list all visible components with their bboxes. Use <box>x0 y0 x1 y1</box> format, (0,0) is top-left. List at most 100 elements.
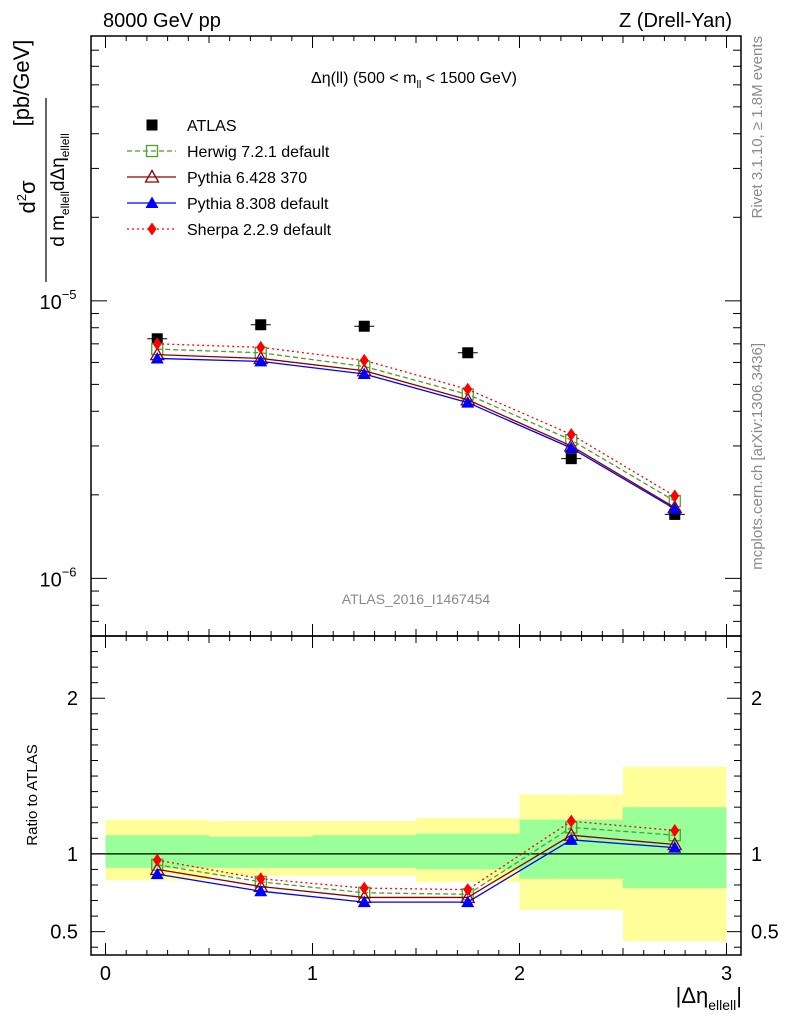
data-point <box>670 824 680 838</box>
ratio-ylabel: Ratio to ATLAS <box>24 744 41 845</box>
data-point <box>150 351 164 364</box>
series-main-1 <box>151 342 681 508</box>
legend-label: Herwig 7.2.1 default <box>187 144 330 161</box>
data-point <box>566 427 576 441</box>
legend-label: Pythia 8.308 default <box>187 196 329 213</box>
ylabel-den2: dΔη <box>48 157 69 191</box>
series-line <box>157 820 675 891</box>
series-ratio-3 <box>152 814 680 897</box>
data-point <box>461 396 475 408</box>
legend: ATLAS Herwig 7.2.1 default Pythia 6.428 37… <box>127 118 332 239</box>
title-suffix: < 1500 GeV) <box>421 70 517 87</box>
data-point <box>463 883 473 897</box>
data-point <box>256 872 266 886</box>
x-tick-label: 2 <box>514 963 525 985</box>
ylabel-num-sigma: σ <box>15 180 40 194</box>
legend-entry-2: Pythia 6.428 370 <box>127 169 307 187</box>
data-point <box>565 453 577 465</box>
legend-entry-4: Sherpa 2.2.9 default <box>127 222 332 239</box>
series-main-2 <box>149 346 683 514</box>
data-point <box>152 337 162 351</box>
data-point <box>359 353 369 367</box>
data-point <box>150 867 164 880</box>
ylabel-numerator: d2σ <box>14 180 40 213</box>
ylabel-unit: [pb/GeV] <box>9 40 34 127</box>
ratio-panel: Ratio to ATLAS |Δηellell| 0 1 2 3 0.5 0.5 1 1 2 2 <box>24 635 779 1013</box>
ratio-y-tick-label-left: 1 <box>67 844 78 866</box>
data-point <box>564 833 578 845</box>
ratio-y-tick-label-left: 2 <box>67 688 78 710</box>
ylabel-num-d: d <box>15 201 40 213</box>
data-point <box>358 320 370 332</box>
data-point <box>357 895 371 908</box>
uncertainty-band-green-1 <box>208 836 313 868</box>
series-main-3 <box>150 351 682 514</box>
data-point <box>668 841 682 853</box>
header-right: Z (Drell-Yan) <box>619 10 732 32</box>
series-line <box>157 839 675 903</box>
series-line <box>157 834 675 899</box>
legend-label: Pythia 6.428 370 <box>187 170 307 187</box>
data-point <box>668 502 682 514</box>
ylabel-den1-sub: ellell <box>58 191 72 215</box>
data-point <box>256 340 266 354</box>
xlabel-main: |Δη <box>676 983 709 1008</box>
y-tick-label: 10−6 <box>39 564 76 591</box>
data-point <box>566 814 576 828</box>
ratio-y-tick-label-right: 2 <box>751 688 762 710</box>
data-point <box>462 347 474 359</box>
title-sub: ll <box>416 79 421 91</box>
ratio-y-tick-label-left: 0.5 <box>50 922 78 944</box>
series-line <box>157 357 676 510</box>
data-point <box>152 853 162 867</box>
series-line <box>157 348 676 502</box>
analysis-label: ATLAS_2016_I1467454 <box>342 591 491 607</box>
uncertainty-band-green-2 <box>312 835 416 868</box>
data-point <box>255 319 267 331</box>
data-point <box>669 508 681 520</box>
data-point <box>564 441 578 453</box>
legend-marker <box>147 222 157 236</box>
header-left: 8000 GeV pp <box>103 10 221 32</box>
xlabel-close: | <box>736 983 742 1008</box>
data-point <box>670 489 680 503</box>
series-main-4 <box>152 337 680 503</box>
data-point <box>461 895 475 908</box>
series-line <box>157 826 675 895</box>
legend-entry-1: Herwig 7.2.1 default <box>127 144 330 161</box>
x-tick-label: 0 <box>100 963 111 985</box>
mcplots-label: mcplots.cern.ch [arXiv:1306.3436] <box>749 343 766 570</box>
data-point <box>463 382 473 396</box>
main-title: Δη(ll) (500 < mll < 1500 GeV) <box>311 70 517 91</box>
ylabel-denominator: d mellelldΔηellell <box>48 133 72 247</box>
ylabel-num-sup: 2 <box>14 194 29 201</box>
uncertainty-band-green-3 <box>416 833 520 870</box>
ylabel-den1: d m <box>48 215 69 247</box>
main-panel: Δη(ll) (500 < mll < 1500 GeV) d2σ d mell… <box>9 35 742 637</box>
legend-label: ATLAS <box>187 118 237 135</box>
data-point <box>254 884 268 897</box>
x-tick-label: 3 <box>721 963 732 985</box>
legend-label: Sherpa 2.2.9 default <box>187 222 332 239</box>
ylabel-den2-sub: ellell <box>58 133 72 157</box>
series-line <box>157 353 676 509</box>
data-point <box>359 881 369 895</box>
ratio-y-tick-label-right: 0.5 <box>751 922 779 944</box>
rivet-label: Rivet 3.1.10, ≥ 1.8M events <box>749 36 766 219</box>
main-ylabel: d2σ d mellelldΔηellell [pb/GeV] <box>9 40 72 282</box>
ratio-y-tick-label-right: 1 <box>751 844 762 866</box>
series-main-0 <box>147 319 685 520</box>
series-ratio-2 <box>150 833 682 908</box>
title-prefix: Δη(ll) (500 < m <box>311 70 416 87</box>
data-point <box>254 354 268 367</box>
legend-entry-3: Pythia 8.308 default <box>127 196 329 213</box>
data-point <box>357 367 371 380</box>
xaxis-label: |Δηellell| <box>676 983 742 1013</box>
y-tick-label: 10−5 <box>39 287 76 314</box>
xlabel-sub: ellell <box>708 997 736 1013</box>
legend-marker <box>145 144 159 158</box>
legend-marker <box>144 169 160 183</box>
legend-marker <box>145 196 159 208</box>
legend-entry-0: ATLAS <box>146 118 237 135</box>
x-tick-label: 1 <box>307 963 318 985</box>
